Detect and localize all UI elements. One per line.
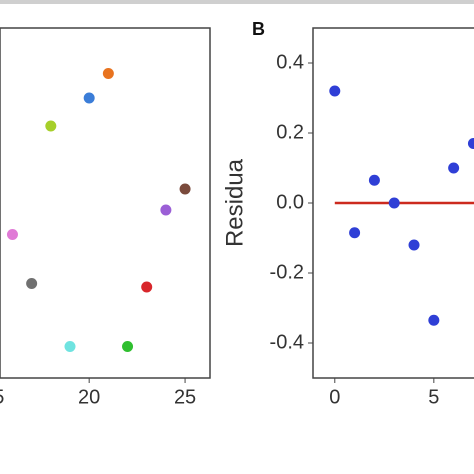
point (368, 174, 380, 186)
y-tick-label: -0.4 (270, 331, 304, 353)
y-tick-label: -0.2 (270, 261, 304, 283)
point (428, 314, 440, 326)
x-tick-label: 15 (0, 386, 4, 408)
top-band (0, 0, 474, 4)
y-axis-label: Residua (221, 158, 248, 247)
point (64, 341, 76, 352)
x-tick-label: 20 (78, 386, 100, 408)
point (329, 85, 341, 97)
point (26, 278, 38, 289)
point (102, 68, 114, 79)
point (160, 204, 172, 216)
y-tick-label: 0.0 (276, 191, 304, 213)
point (141, 281, 153, 293)
point (83, 92, 95, 104)
point (349, 227, 361, 239)
x-tick-label: 0 (329, 386, 340, 408)
point (408, 239, 420, 251)
point (6, 229, 18, 240)
y-tick-label: 0.4 (276, 51, 304, 73)
point (122, 341, 134, 352)
point (388, 197, 400, 209)
panel-label: B (252, 19, 265, 39)
x-tick-label: 25 (174, 386, 196, 408)
point (45, 120, 57, 132)
point (448, 162, 460, 174)
point (179, 183, 191, 195)
plot-frame (0, 27, 211, 379)
point (467, 138, 474, 149)
y-tick-label: 0.2 (276, 121, 304, 143)
x-tick-label: 5 (428, 386, 439, 408)
